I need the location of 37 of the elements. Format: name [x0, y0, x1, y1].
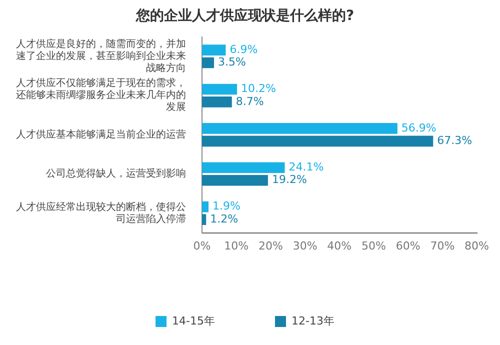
data-label: 3.5%	[218, 56, 246, 69]
data-label: 24.1%	[288, 160, 324, 174]
data-label: 10.2%	[241, 82, 276, 96]
bar	[202, 44, 226, 56]
x-tick-label: 50%	[362, 239, 386, 252]
bar	[202, 136, 434, 147]
data-label: 6.9%	[230, 42, 258, 56]
bar	[202, 174, 268, 186]
x-tick-label: 80%	[464, 239, 489, 252]
bar	[202, 162, 285, 174]
x-tick-label: 40%	[327, 239, 352, 252]
chart-title: 您的企业人才供应现状是什么样的?	[134, 7, 354, 24]
y-tick-label: 人才供应不仅能够满足于现在的需求，还能够未雨绸缪服务企业未来几年内的发展	[16, 77, 186, 114]
bar	[202, 201, 209, 212]
bar	[202, 214, 206, 225]
data-label: 67.3%	[437, 134, 472, 148]
legend-label: 14-15年	[172, 314, 216, 328]
data-label: 1.9%	[212, 200, 240, 213]
bar	[202, 84, 238, 95]
bar	[202, 123, 398, 134]
x-tick-label: 10%	[224, 239, 249, 252]
x-tick-label: 60%	[396, 239, 420, 252]
x-tick-label: 0%	[193, 239, 211, 252]
y-tick-label: 人才供应基本能够满足当前企业的运营	[16, 128, 186, 140]
legend-label: 12-13年	[292, 314, 334, 328]
x-tick-label: 20%	[258, 239, 283, 252]
data-label: 19.2%	[272, 173, 307, 186]
data-label: 56.9%	[401, 121, 436, 134]
x-tick-label: 30%	[292, 239, 318, 252]
bar	[202, 57, 214, 68]
x-tick-label: 70%	[430, 239, 455, 252]
data-label: 8.7%	[236, 94, 264, 108]
y-tick-label: 人才供应经常出现较大的断档，使得公司运营陷入停滞	[16, 200, 186, 225]
data-label: 1.2%	[210, 212, 238, 226]
y-tick-label: 公司总觉得缺人，运营受到影响	[46, 168, 186, 180]
bar	[202, 96, 232, 108]
y-tick-label: 人才供应是良好的，随需而变的，并加速了企业的发展，甚至影响到企业未来战略方向	[16, 38, 186, 74]
